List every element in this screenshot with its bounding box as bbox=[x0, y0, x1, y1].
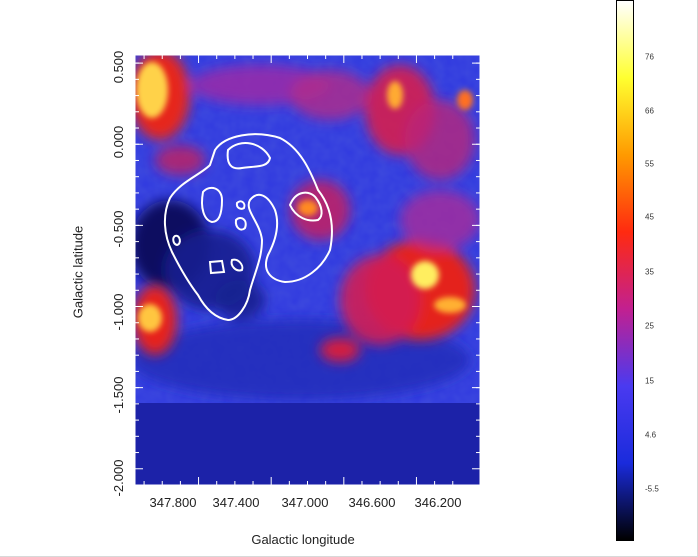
y-tick-label: 0.000 bbox=[111, 126, 126, 159]
x-axis-label: Galactic longitude bbox=[251, 532, 355, 547]
sky-map-plot[interactable]: 347.800 347.400 347.000 346.600 346.200 … bbox=[0, 0, 600, 557]
y-tick-label: 0.500 bbox=[111, 51, 126, 84]
y-axis-label: Galactic latitude bbox=[70, 225, 86, 319]
intensity-map bbox=[135, 55, 480, 485]
x-tick-label: 346.200 bbox=[415, 495, 462, 510]
contour-lines bbox=[164, 133, 333, 322]
y-tick-label: -0.500 bbox=[111, 211, 126, 248]
colorbar bbox=[616, 0, 634, 541]
colorbar-tick-label: 4.6 bbox=[645, 430, 657, 440]
y-tick-label: -2.000 bbox=[111, 460, 126, 497]
y-tick-label: -1.000 bbox=[111, 294, 126, 331]
colorbar-tick-label: 66 bbox=[645, 106, 654, 116]
axis-ticks bbox=[135, 55, 480, 485]
colorbar-tick-label: 76 bbox=[645, 52, 654, 62]
colorbar-tick-label: 55 bbox=[645, 159, 654, 169]
colorbar-tick-label: 25 bbox=[645, 321, 654, 331]
colorbar-tick-label: -5.5 bbox=[645, 484, 659, 494]
x-tick-label: 346.600 bbox=[349, 495, 396, 510]
x-tick-label: 347.400 bbox=[213, 495, 260, 510]
x-tick-label: 347.000 bbox=[282, 495, 329, 510]
y-tick-label: -1.500 bbox=[111, 377, 126, 414]
colorbar-tick-label: 15 bbox=[645, 376, 654, 386]
colorbar-tick-label: 35 bbox=[645, 267, 654, 277]
colorbar-tick-label: 45 bbox=[645, 212, 654, 222]
x-tick-label: 347.800 bbox=[150, 495, 197, 510]
